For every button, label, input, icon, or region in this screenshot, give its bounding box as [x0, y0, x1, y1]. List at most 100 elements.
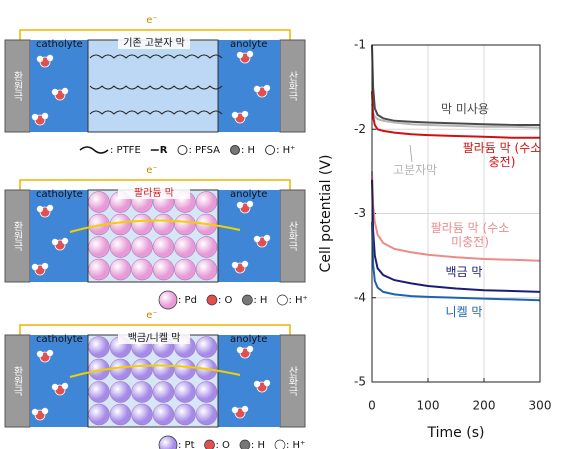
metal-atom — [174, 381, 196, 403]
metal-atom — [152, 381, 175, 403]
h-path — [69, 364, 241, 378]
metal-atom — [152, 258, 175, 281]
metal-atom — [195, 336, 218, 358]
series-line — [371, 179, 541, 293]
water-h — [31, 408, 39, 416]
water-h — [61, 87, 69, 95]
legend-label: R — [160, 145, 168, 156]
metal-atom — [109, 258, 132, 281]
water-h — [236, 201, 244, 209]
metal-atom — [195, 258, 218, 281]
legend-label: : H⁺ — [276, 145, 295, 156]
water-h — [263, 84, 271, 92]
metal-atom — [109, 358, 132, 381]
series-line — [371, 221, 541, 302]
water-h — [46, 204, 54, 212]
cathode — [4, 334, 31, 428]
legend-icon — [242, 294, 253, 306]
water-h — [246, 50, 254, 58]
x-tick-label: 300 — [529, 399, 552, 413]
metal-atom — [131, 258, 153, 281]
water-h — [236, 51, 244, 59]
series-label: 팔라듐 막 (수소 미충전) — [430, 221, 510, 249]
series-line — [371, 44, 540, 126]
water-h — [241, 110, 249, 118]
metal-atom — [174, 258, 196, 281]
legend-label: : Pd — [178, 295, 197, 306]
x-tick-label: 200 — [473, 399, 496, 413]
x-axis-title: Time (s) — [427, 425, 485, 441]
metal-atom — [88, 236, 110, 258]
wire — [19, 29, 291, 40]
metal-atom — [109, 213, 132, 236]
water-h — [253, 235, 261, 243]
legend-label: : H — [251, 440, 265, 449]
ptfe-icon — [79, 146, 109, 154]
legend-label: : O — [216, 440, 231, 449]
water-h — [263, 234, 271, 242]
legend-label: : PTFE — [110, 145, 141, 156]
legend-icon — [274, 439, 286, 449]
legend-icon — [158, 290, 178, 310]
membrane-title: 백금/니켈 막 — [128, 332, 181, 344]
water-h — [231, 261, 239, 269]
h-path — [69, 219, 241, 233]
metal-atom — [195, 381, 218, 403]
x-tick-label: 0 — [368, 399, 376, 413]
metal-atom — [174, 213, 196, 236]
water-h — [61, 237, 69, 245]
title-bg — [118, 37, 190, 49]
cathode-label: 환원극 — [11, 221, 23, 252]
water-h — [51, 238, 59, 246]
electron-label: e⁻ — [146, 165, 157, 176]
membrane-title: 기존 고분자 막 — [123, 37, 185, 49]
metal-atom — [131, 236, 153, 258]
metal-atom — [88, 336, 110, 358]
water-h — [31, 113, 39, 121]
metal-atom — [152, 236, 175, 258]
legend-icon — [204, 439, 215, 449]
water-h — [231, 111, 239, 119]
cathode-label: 환원극 — [11, 71, 23, 102]
legend-label: : Pt — [178, 440, 195, 449]
anode-label: 산화극 — [286, 71, 298, 102]
water-h — [253, 380, 261, 388]
series-label: 백금 막 — [445, 265, 483, 279]
anode-label: 산화극 — [286, 221, 298, 252]
legend-label: : H⁺ — [288, 295, 307, 306]
y-tick-label: -4 — [354, 290, 366, 304]
metal-atom — [152, 358, 175, 381]
legend-icon — [177, 145, 188, 155]
y-tick-label: -1 — [354, 38, 366, 52]
water-h — [253, 85, 261, 93]
ptfe-chain — [89, 110, 223, 115]
catholyte-label: catholyte — [36, 334, 83, 345]
legend-label: : H — [241, 145, 255, 156]
metal-atom — [109, 236, 132, 258]
legend-icon — [230, 145, 240, 155]
series-line — [371, 91, 540, 139]
water-h — [241, 260, 249, 268]
x-tick-label: 100 — [417, 399, 440, 413]
series-label: 팔라듐 막 (수소 충전) — [462, 141, 542, 169]
metal-atom — [109, 403, 132, 426]
water-h — [51, 383, 59, 391]
anode — [279, 334, 306, 428]
ptfe-chain — [89, 54, 223, 59]
series-label: 고분자막 — [392, 163, 438, 177]
y-tick-label: -5 — [354, 375, 366, 389]
anode — [279, 39, 306, 133]
water-h — [61, 382, 69, 390]
water-h — [263, 379, 271, 387]
water-h — [36, 205, 44, 213]
metal-atom — [109, 381, 132, 403]
legend-label: : H — [253, 295, 267, 306]
wire — [19, 324, 291, 335]
water-h — [51, 88, 59, 96]
water-h — [231, 406, 239, 414]
anolyte-label: anolyte — [230, 334, 267, 345]
water-h — [36, 350, 44, 358]
water-h — [246, 200, 254, 208]
title-bg — [118, 187, 190, 199]
